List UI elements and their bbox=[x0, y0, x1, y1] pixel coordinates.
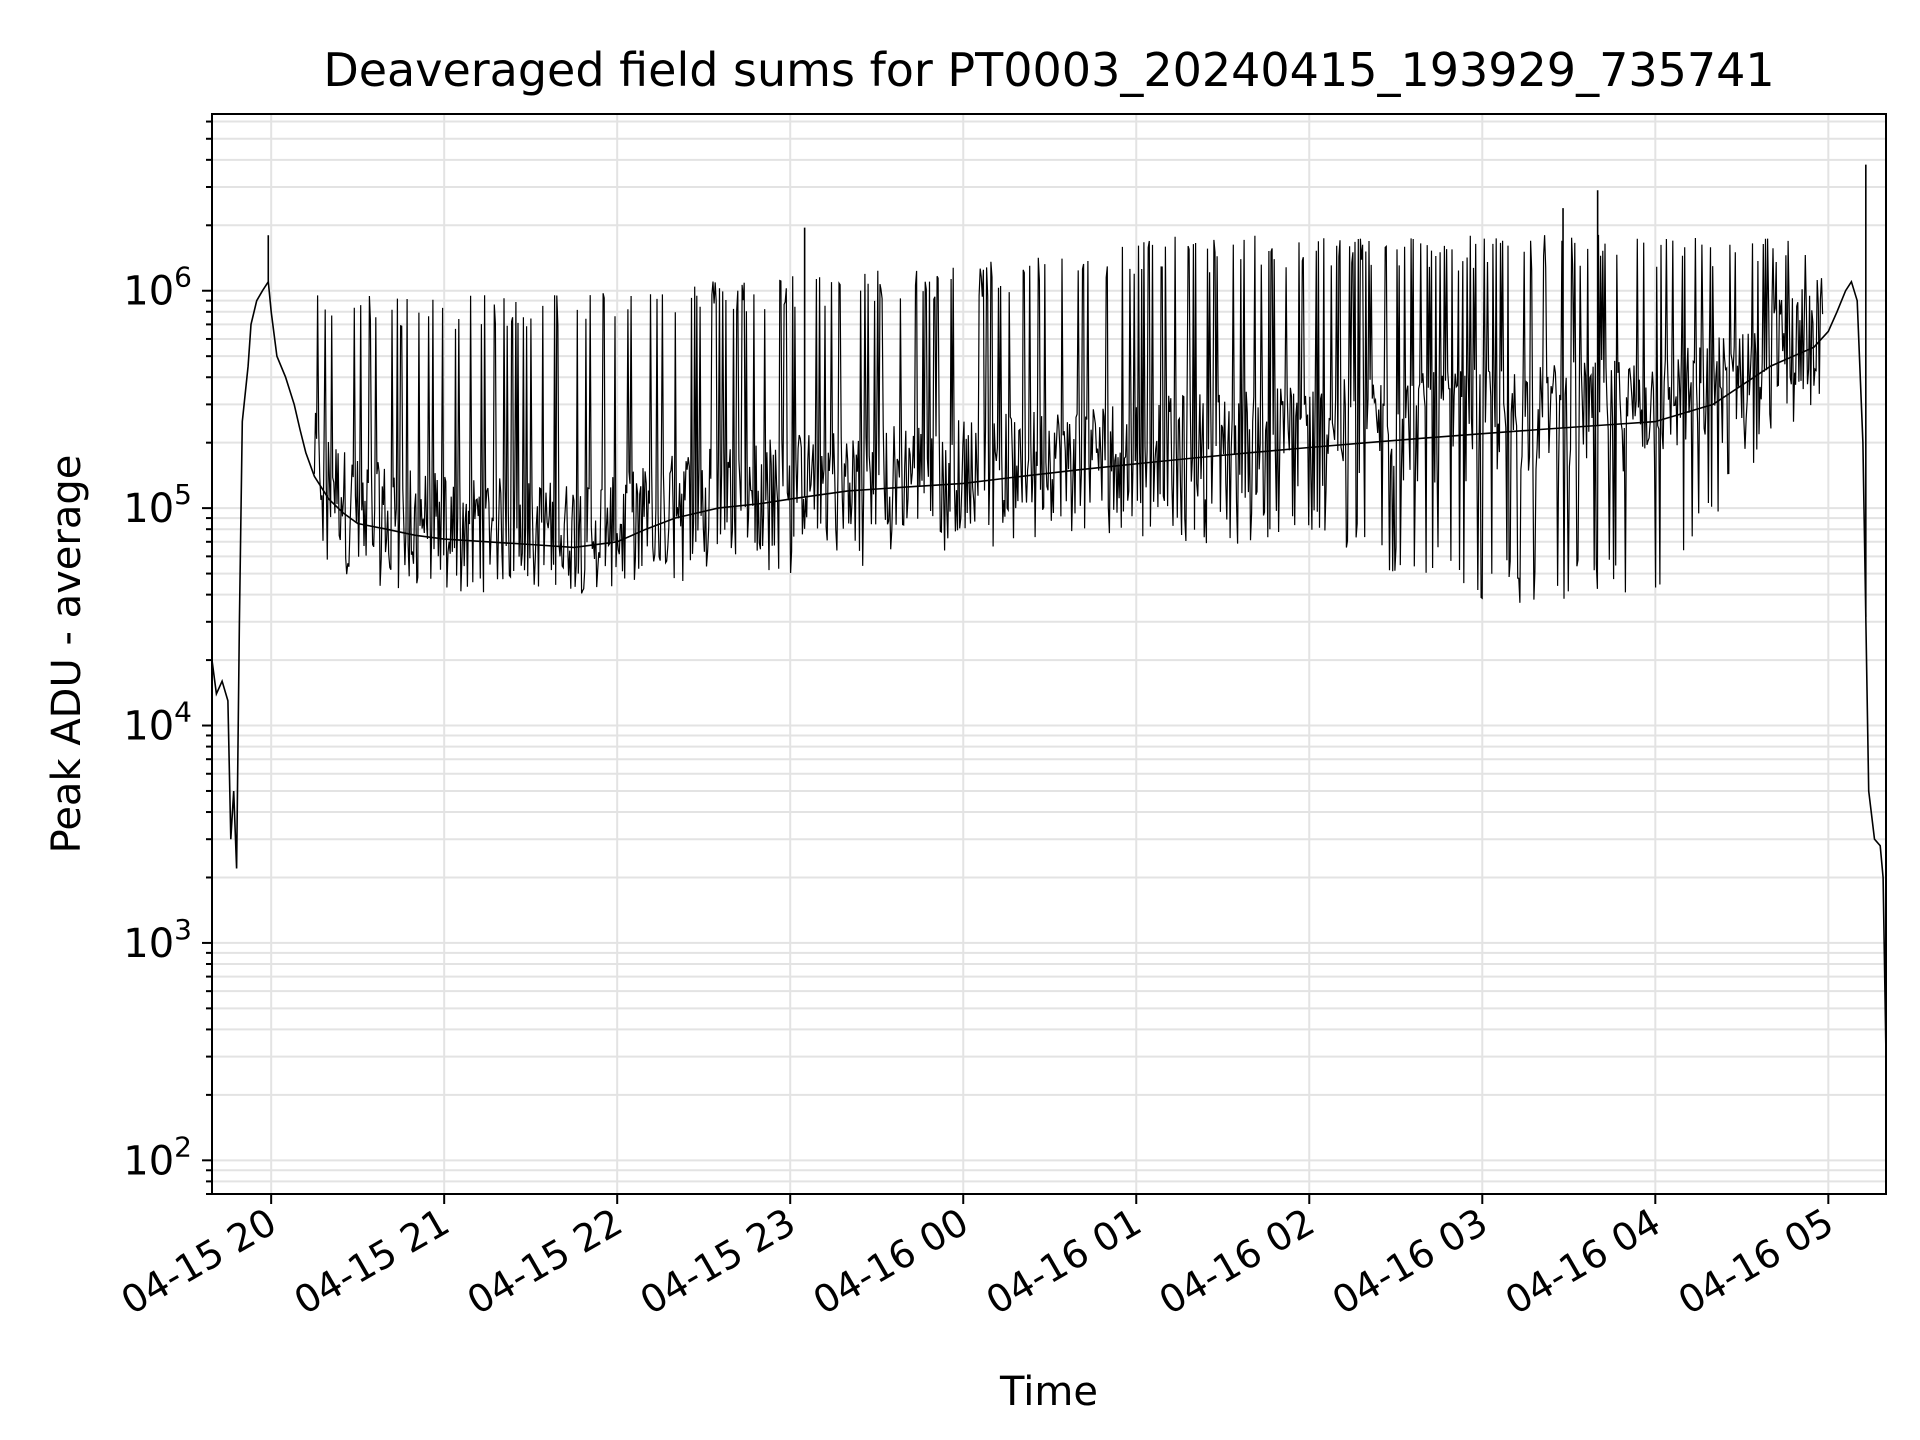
data-series bbox=[212, 164, 1886, 1057]
y-tick-label: 105 bbox=[123, 478, 192, 532]
chart-title: Deaveraged field sums for PT0003_2024041… bbox=[323, 43, 1774, 97]
plot-frame bbox=[211, 113, 1887, 1195]
y-tick-label: 106 bbox=[123, 261, 192, 315]
x-axis-label: Time bbox=[999, 1369, 1098, 1415]
y-tick-label: 103 bbox=[123, 913, 192, 967]
grid bbox=[212, 114, 1886, 1195]
y-tick-label: 104 bbox=[123, 696, 192, 750]
y-axis: 102 103 104 105 106 bbox=[123, 120, 212, 1195]
series-line-noise bbox=[313, 234, 1824, 603]
y-axis-label: Peak ADU - average bbox=[44, 455, 90, 854]
y-tick-label: 102 bbox=[123, 1130, 192, 1184]
